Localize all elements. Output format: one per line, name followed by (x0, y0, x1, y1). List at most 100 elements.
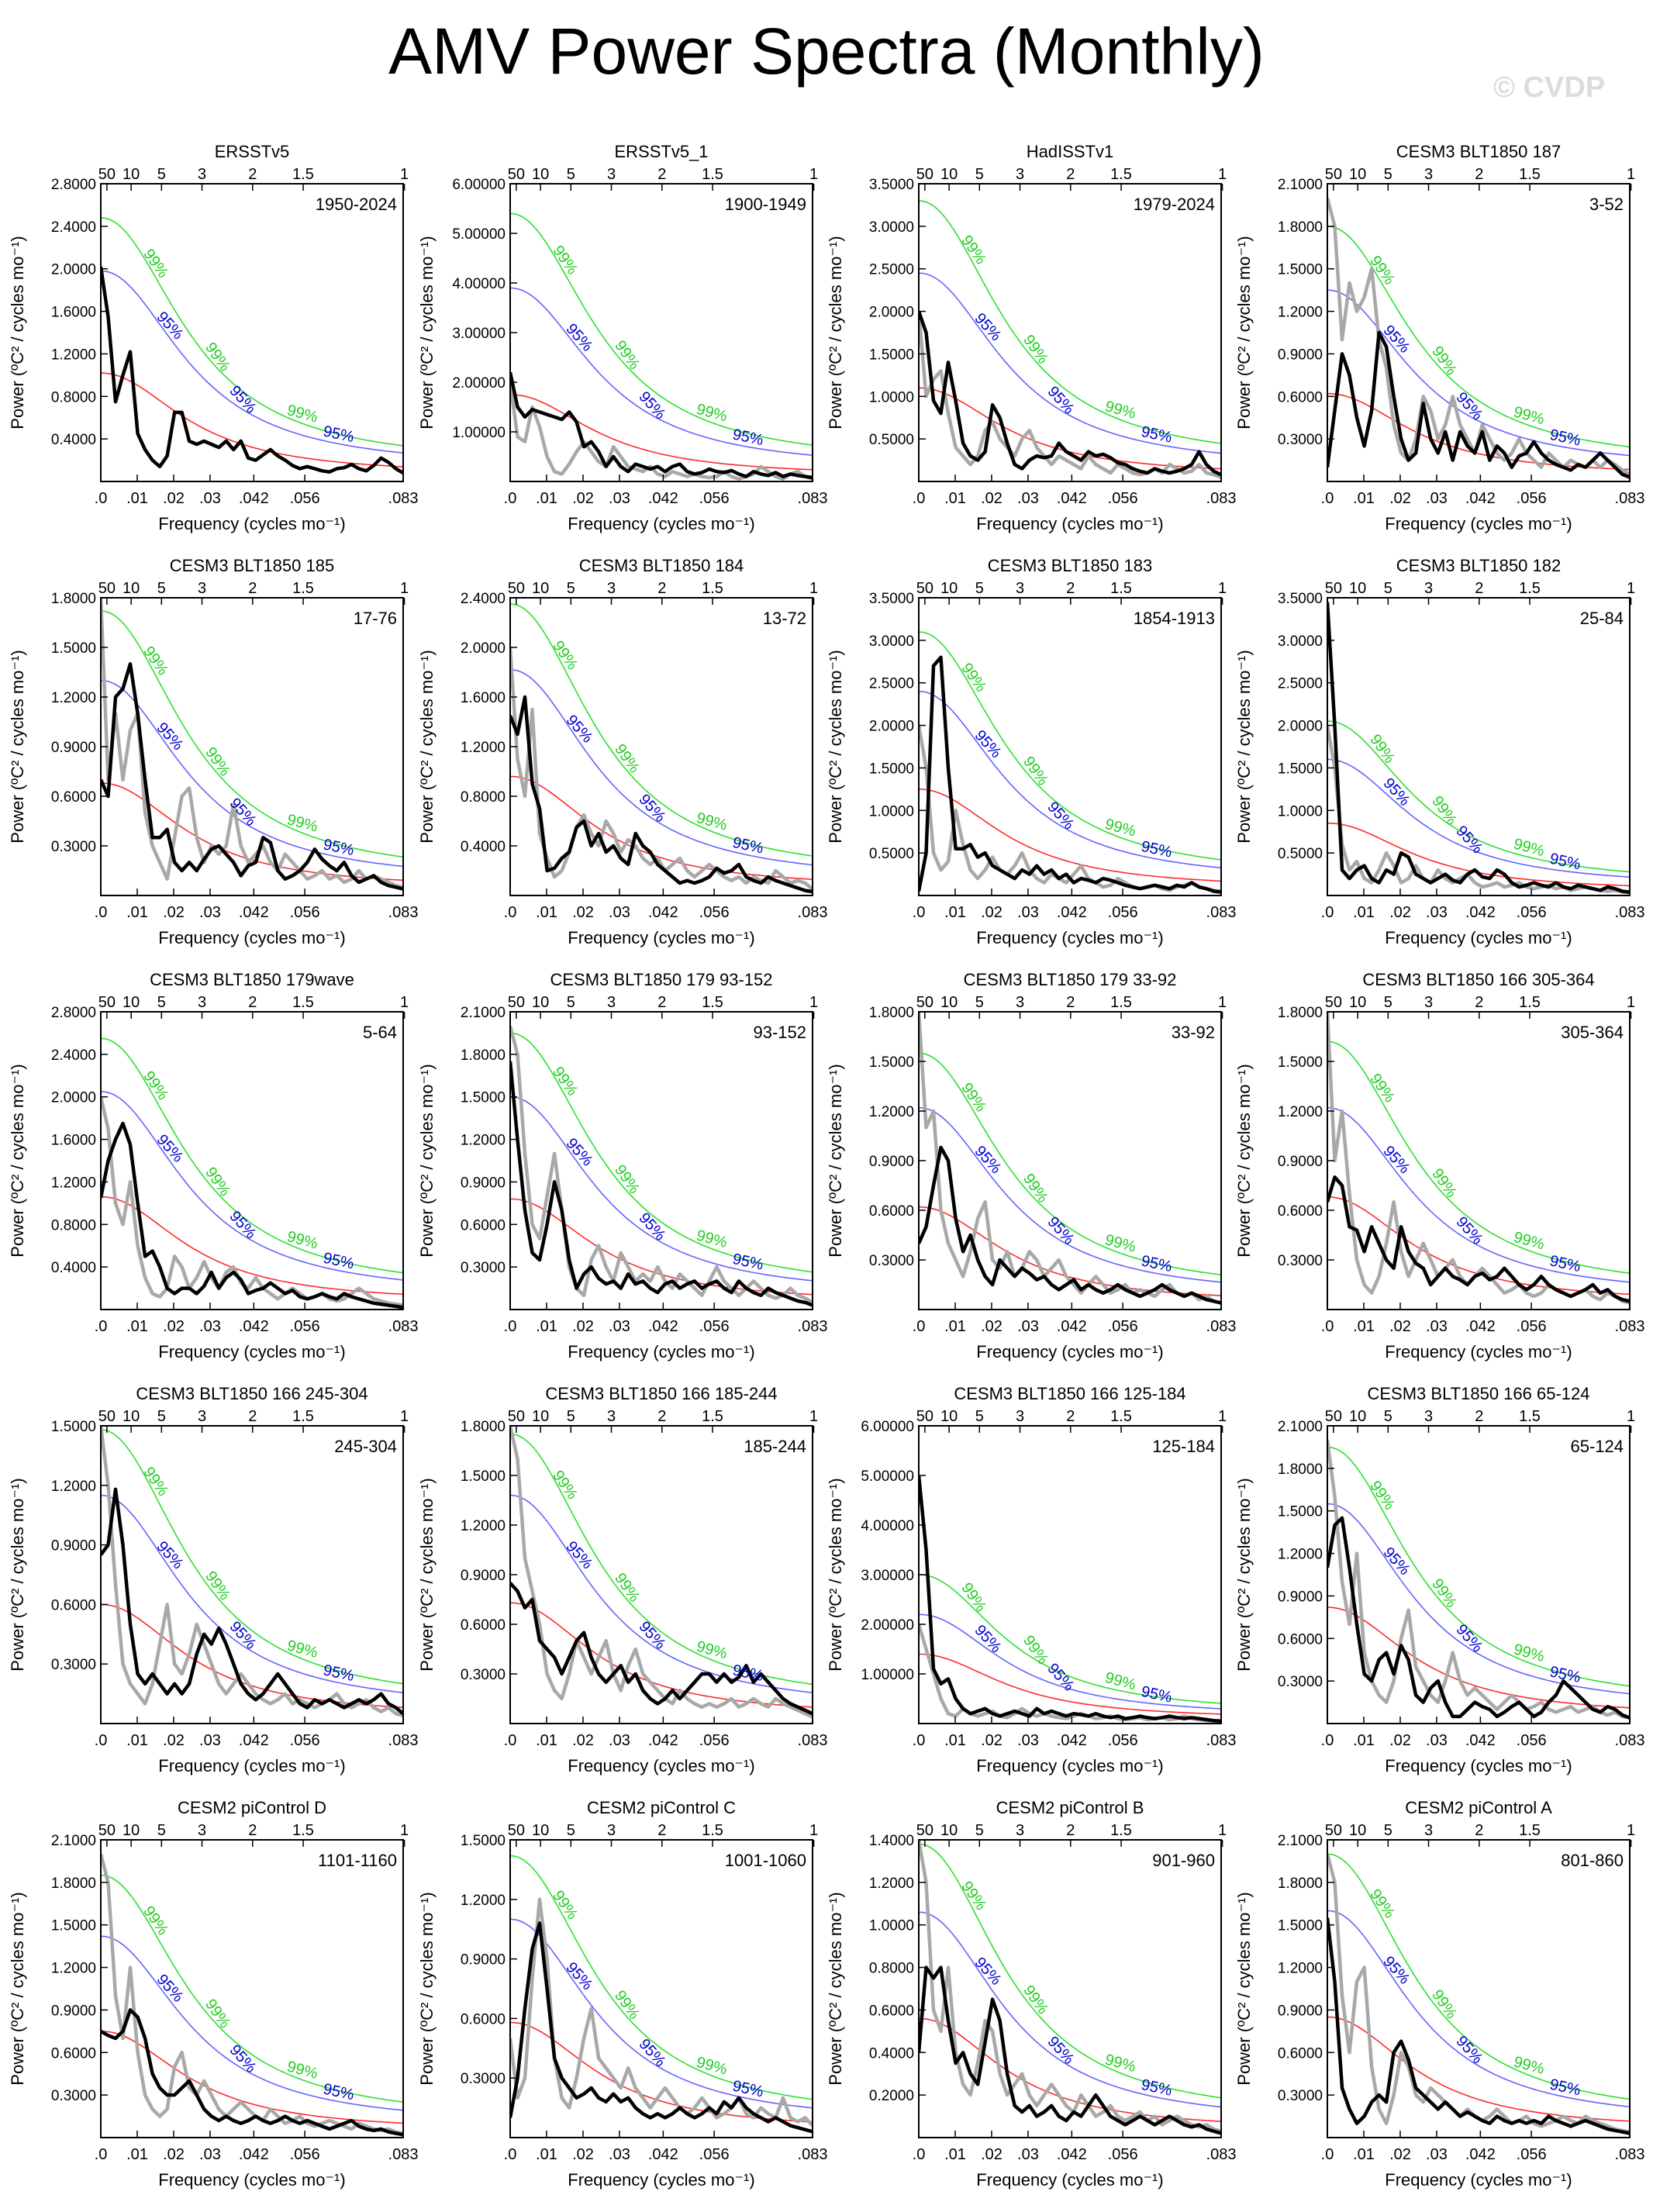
spectrum-line (101, 1487, 403, 1715)
period-tick-label: 1 (1218, 1408, 1227, 1425)
period-tick-label: 50 (98, 994, 116, 1011)
x-tick-label: .03 (199, 2146, 221, 2163)
y-tick-label: 0.8000 (461, 789, 506, 806)
panel-plot-area (1327, 197, 1630, 479)
y-tick-label: 1.8000 (461, 1047, 506, 1064)
period-tick-label: 2 (1066, 166, 1075, 183)
panel-frame (509, 1839, 813, 2138)
ci95-label: 95% (1452, 2033, 1486, 2068)
panel-plot-area (510, 603, 813, 894)
y-tick-label: 1.8000 (51, 1876, 96, 1892)
ci99-label: 99% (611, 1987, 643, 2023)
ci99-label: 99% (202, 1996, 233, 2032)
period-tick-label: 1.5 (292, 1408, 314, 1425)
y-tick-label: 1.8000 (1278, 1461, 1323, 1478)
x-tick-label: .056 (1517, 904, 1547, 921)
x-tick-label: .042 (1057, 1732, 1087, 1749)
y-axis-label: Power (ºC² / cycles mo⁻¹) (826, 650, 845, 843)
panel-13: 99%99%99%95%95%95%.0.01.02.03.042.056.08… (417, 1384, 827, 1775)
y-tick-label: 1.5000 (1278, 761, 1323, 777)
ci95-label: 95% (971, 1622, 1004, 1657)
y-tick-label: 1.00000 (452, 425, 506, 441)
period-tick-label: 10 (123, 1822, 140, 1839)
y-tick-label: 1.2000 (1278, 1104, 1323, 1120)
y-tick-label: 0.9000 (51, 740, 96, 756)
x-tick-label: .01 (944, 1732, 966, 1749)
ci99-label: 99% (1366, 1071, 1398, 1106)
panel-frame (1327, 1425, 1631, 1724)
panel-3: 99%99%99%95%95%95%.0.01.02.03.042.056.08… (1234, 142, 1644, 533)
panel-plot-area (919, 1475, 1221, 1724)
x-tick-label: .0 (504, 2146, 517, 2163)
period-tick-label: 1.5 (1519, 994, 1541, 1011)
panel-4: 99%99%99%95%95%95%.0.01.02.03.042.056.08… (8, 556, 418, 947)
x-tick-label: .0 (913, 1318, 926, 1335)
period-tick-label: 50 (916, 580, 933, 597)
ci95-curve (919, 1106, 1221, 1283)
x-axis-label: Frequency (cycles mo⁻¹) (158, 514, 345, 533)
y-tick-label: 0.9000 (1278, 1154, 1323, 1170)
ci95-label: 95% (1044, 383, 1077, 418)
ci95-label: 95% (731, 426, 765, 449)
ci99-label: 99% (549, 243, 581, 278)
x-tick-label: .0 (95, 904, 108, 921)
period-tick-label: 5 (157, 994, 166, 1011)
ci95-label: 95% (971, 727, 1004, 762)
x-axis-label: Frequency (cycles mo⁻¹) (976, 1756, 1163, 1775)
panel-plot-area (1327, 1440, 1630, 1720)
period-tick-label: 2 (657, 1408, 666, 1425)
x-tick-label: .056 (290, 904, 320, 921)
ci95-label: 95% (562, 712, 595, 747)
ci95-label: 95% (1140, 838, 1174, 861)
reference-spectrum-line (919, 1840, 1221, 2133)
red-noise-curve (1327, 1606, 1630, 1709)
panel-period-label: 5-64 (363, 1023, 397, 1042)
panel-plot-area (1327, 1012, 1630, 1305)
x-axis-label: Frequency (cycles mo⁻¹) (158, 2170, 345, 2190)
x-tick-label: .0 (1321, 1732, 1334, 1749)
panel-title: CESM3 BLT1850 179wave (150, 970, 354, 989)
panel-title: CESM3 BLT1850 179 33-92 (964, 970, 1177, 989)
x-tick-label: .02 (981, 904, 1002, 921)
ci99-label: 99% (202, 1568, 233, 1604)
y-tick-label: 2.5000 (1278, 676, 1323, 692)
ci99-label: 99% (285, 402, 320, 426)
x-tick-label: .03 (199, 1732, 221, 1749)
panel-frame (1327, 183, 1631, 482)
period-tick-label: 3 (1016, 580, 1024, 597)
period-tick-label: 2 (1066, 1822, 1075, 1839)
y-tick-label: 2.1000 (51, 1833, 96, 1849)
panel-title: CESM3 BLT1850 166 245-304 (136, 1384, 368, 1403)
cvdp-watermark: © CVDP (1493, 71, 1606, 104)
y-tick-label: 2.0000 (1278, 719, 1323, 735)
reference-spectrum-line (919, 311, 1221, 479)
x-tick-label: .083 (1206, 1318, 1237, 1335)
y-tick-label: 1.5000 (461, 1833, 506, 1849)
x-tick-label: .03 (1426, 490, 1448, 507)
ci99-label: 99% (1103, 1231, 1138, 1256)
y-tick-label: 3.5000 (1278, 591, 1323, 607)
ci95-curve (919, 272, 1221, 454)
red-noise-curve (510, 1198, 813, 1296)
period-tick-label: 5 (567, 1408, 575, 1425)
ci95-label: 95% (322, 1250, 356, 1273)
panel-title: CESM2 piControl A (1405, 1798, 1552, 1817)
ci99-label: 99% (958, 1080, 989, 1116)
ci95-label: 95% (226, 1208, 259, 1243)
ci95-curve (101, 270, 403, 454)
panel-title: CESM3 BLT1850 183 (988, 556, 1152, 575)
y-tick-label: 0.9000 (1278, 347, 1323, 363)
ci95-label: 95% (154, 1131, 187, 1166)
x-tick-label: .083 (1206, 1732, 1237, 1749)
y-tick-label: 1.8000 (1278, 219, 1323, 236)
x-tick-label: .03 (199, 904, 221, 921)
ci95-label: 95% (1452, 1213, 1486, 1248)
panel-period-label: 3-52 (1589, 195, 1624, 214)
spectrum-line (101, 662, 403, 891)
x-tick-label: .083 (388, 1732, 419, 1749)
x-tick-label: .03 (1017, 490, 1039, 507)
x-tick-label: .01 (536, 1732, 557, 1749)
y-tick-label: 1.8000 (1278, 1005, 1323, 1021)
panel-plot-area (919, 1840, 1221, 2135)
y-tick-label: 0.6000 (1278, 1631, 1323, 1648)
